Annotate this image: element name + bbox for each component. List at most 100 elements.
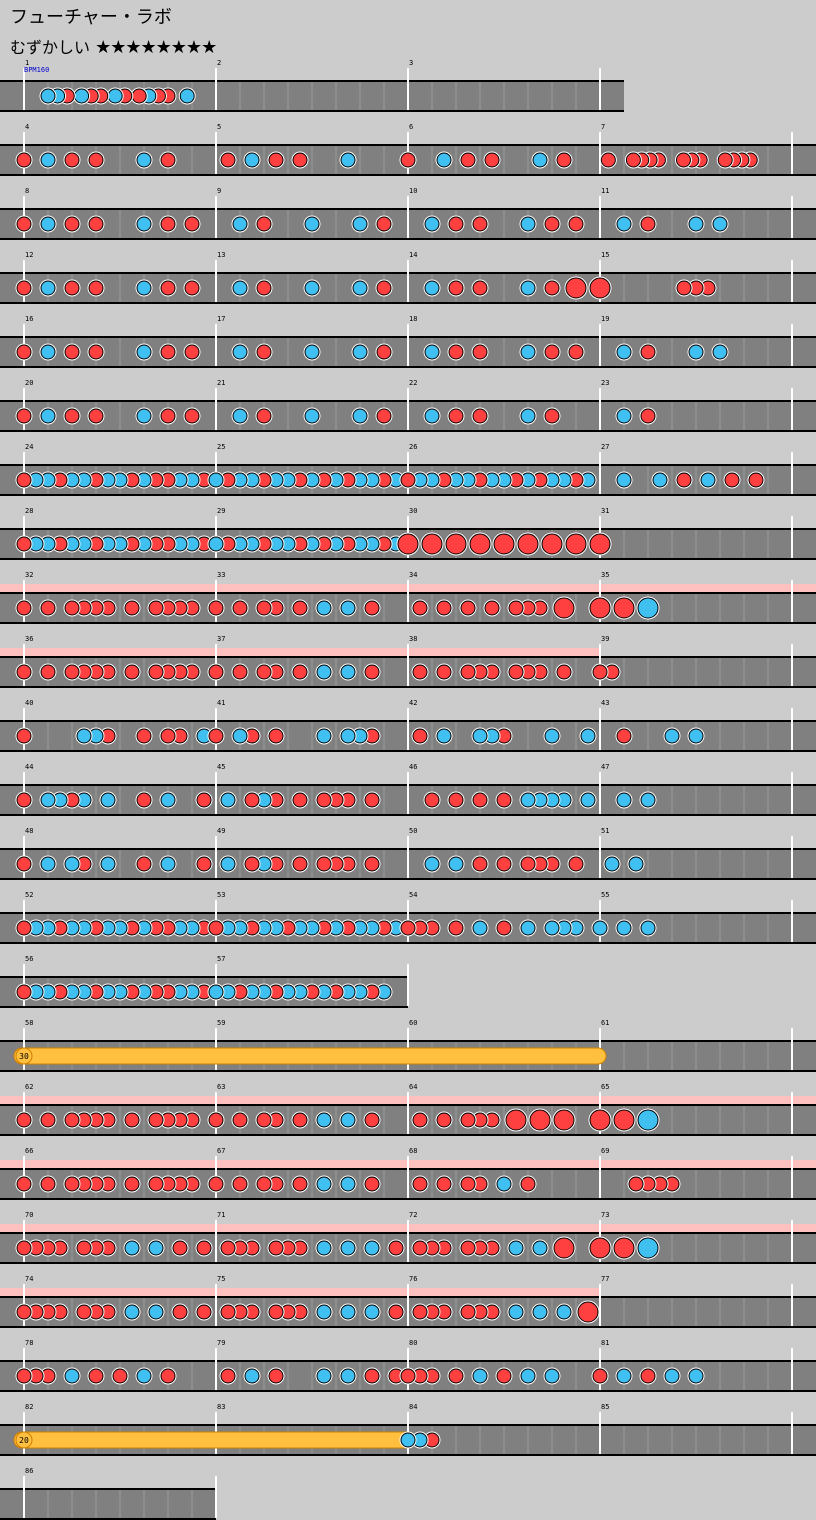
measure-number: 21: [217, 379, 225, 387]
ka-note: [364, 1304, 380, 1320]
measure-number: 19: [601, 315, 609, 323]
don-note: [364, 1112, 380, 1128]
don-note: [640, 216, 656, 232]
don-note: [400, 472, 416, 488]
ka-note: [124, 1240, 140, 1256]
don-note: [592, 1368, 608, 1384]
don-note: [376, 216, 392, 232]
ka-note: [520, 216, 536, 232]
measure-number: 41: [217, 699, 225, 707]
measure-number: 75: [217, 1275, 225, 1283]
ka-note: [352, 216, 368, 232]
don-note: [256, 1176, 272, 1192]
difficulty-stars: ★★★★★★★★: [95, 37, 217, 58]
don-note: [88, 408, 104, 424]
ka-note: [340, 664, 356, 680]
don-note: [256, 280, 272, 296]
ka-note: [688, 344, 704, 360]
don-note: [268, 728, 284, 744]
ka-note: [340, 1112, 356, 1128]
don-note: [16, 792, 32, 808]
big-don-note: [565, 533, 587, 555]
don-note: [256, 344, 272, 360]
measure-number: 82: [25, 1403, 33, 1411]
measure-number: 36: [25, 635, 33, 643]
don-note: [448, 216, 464, 232]
ka-note: [352, 408, 368, 424]
measure-number: 9: [217, 187, 221, 195]
ka-note: [628, 856, 644, 872]
ka-note: [616, 472, 632, 488]
ka-note: [316, 728, 332, 744]
don-note: [640, 408, 656, 424]
don-note: [16, 1176, 32, 1192]
bpm-label: BPM160: [24, 66, 49, 74]
don-note: [256, 216, 272, 232]
measure-number: 84: [409, 1403, 417, 1411]
ka-note: [232, 344, 248, 360]
don-note: [460, 664, 476, 680]
don-note: [172, 1240, 188, 1256]
measure-number: 57: [217, 955, 225, 963]
don-note: [40, 664, 56, 680]
big-don-note: [529, 1109, 551, 1131]
big-don-note: [553, 1109, 575, 1131]
don-note: [16, 344, 32, 360]
don-note: [675, 152, 691, 168]
big-don-note: [517, 533, 539, 555]
don-note: [124, 600, 140, 616]
don-note: [220, 1304, 236, 1320]
ka-note: [316, 1112, 332, 1128]
don-note: [256, 408, 272, 424]
ka-note: [520, 920, 536, 936]
ka-note: [496, 1176, 512, 1192]
song-title: フューチャー・ラボ: [10, 7, 172, 28]
measure-number: 38: [409, 635, 417, 643]
ka-note: [74, 88, 90, 104]
don-note: [160, 408, 176, 424]
big-don-note: [541, 533, 563, 555]
don-note: [472, 856, 488, 872]
ka-note: [40, 408, 56, 424]
measure-number: 3: [409, 59, 413, 67]
measure-number: 64: [409, 1083, 417, 1091]
don-note: [136, 856, 152, 872]
measure-number: 12: [25, 251, 33, 259]
don-note: [16, 856, 32, 872]
measure-number: 45: [217, 763, 225, 771]
don-note: [64, 1176, 80, 1192]
big-don-note: [421, 533, 443, 555]
don-note: [160, 344, 176, 360]
drumroll-count: 30: [19, 1052, 29, 1061]
don-note: [148, 1176, 164, 1192]
measure-number: 27: [601, 443, 609, 451]
big-don-note: [589, 277, 611, 299]
don-note: [508, 600, 524, 616]
ka-note: [136, 216, 152, 232]
ka-note: [316, 1368, 332, 1384]
big-don-note: [589, 1237, 611, 1259]
ka-note: [340, 1240, 356, 1256]
measure-number: 5: [217, 123, 221, 131]
don-note: [208, 664, 224, 680]
ka-note: [712, 344, 728, 360]
measure-number: 37: [217, 635, 225, 643]
don-note: [16, 984, 32, 1000]
ka-note: [304, 216, 320, 232]
don-note: [544, 408, 560, 424]
don-note: [64, 152, 80, 168]
measure-number: 22: [409, 379, 417, 387]
don-note: [436, 1176, 452, 1192]
ka-note: [640, 920, 656, 936]
drumroll-head: [15, 1431, 33, 1449]
ka-note: [244, 152, 260, 168]
don-note: [76, 1240, 92, 1256]
don-note: [364, 1368, 380, 1384]
don-note: [448, 280, 464, 296]
don-note: [436, 1112, 452, 1128]
big-don-note: [445, 533, 467, 555]
ka-note: [424, 344, 440, 360]
don-note: [208, 1112, 224, 1128]
don-note: [568, 856, 584, 872]
